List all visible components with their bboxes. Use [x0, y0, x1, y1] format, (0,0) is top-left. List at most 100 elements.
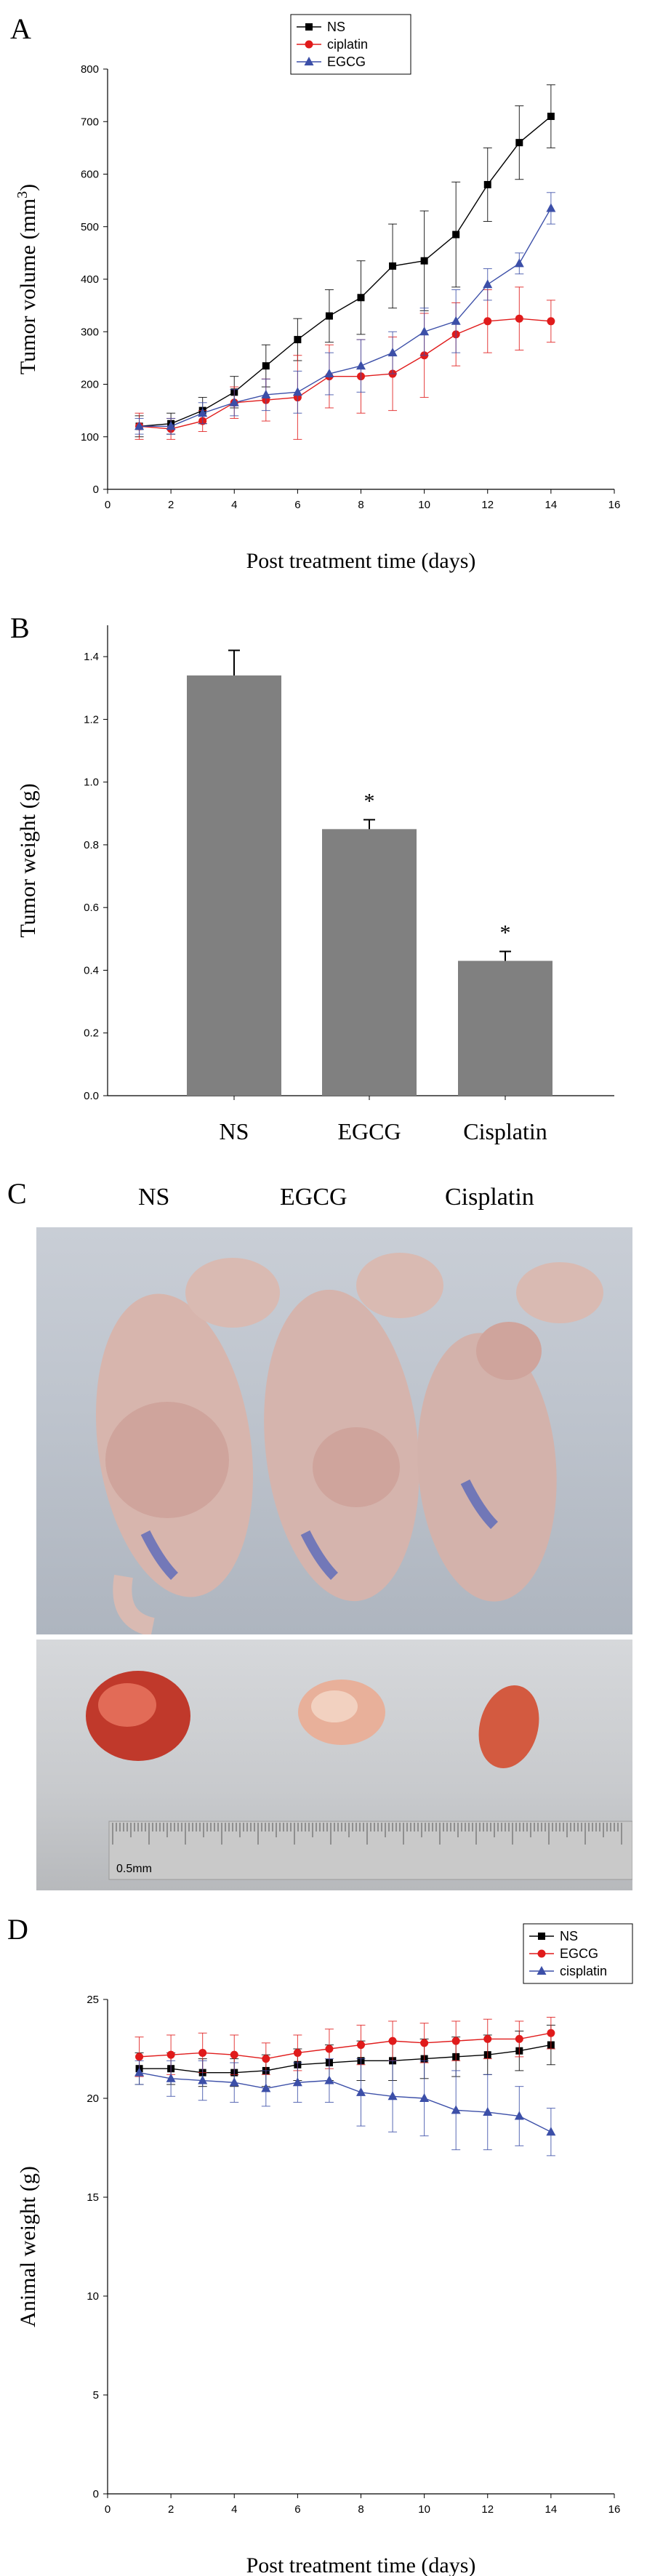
- x-tick-label: NS: [220, 1118, 249, 1144]
- data-point-cisplatin: [261, 2083, 271, 2093]
- legend-label: NS: [327, 20, 345, 34]
- x-tick-label: 8: [358, 499, 363, 511]
- data-point-EGCG: [324, 369, 334, 378]
- legend-marker: [537, 1966, 547, 1975]
- ruler-ticks: [112, 1823, 622, 1845]
- data-point-cisplatin: [198, 2075, 208, 2085]
- data-point-NS: [357, 294, 365, 302]
- y-tick-label: 500: [81, 221, 99, 233]
- data-point-cisplatin: [324, 2075, 334, 2085]
- data-point-EGCG: [229, 397, 239, 406]
- legend-label: NS: [560, 1929, 578, 1943]
- data-point-EGCG: [292, 387, 302, 396]
- y-tick-label: 1.4: [84, 651, 99, 663]
- y-tick-label: 15: [87, 2191, 99, 2204]
- y-axis-title-sup: 3: [15, 191, 31, 198]
- x-tick-label: 16: [608, 499, 621, 511]
- x-tick-label: 12: [481, 499, 494, 511]
- legend-marker: [305, 40, 313, 49]
- tumors-illustration: 0.5mm: [86, 1671, 632, 1880]
- bar-NS: [187, 675, 281, 1096]
- ruler-scale-label: 0.5mm: [116, 1863, 152, 1875]
- data-point-EGCG: [134, 421, 145, 430]
- y-axis-title: Tumor weight (g): [16, 783, 40, 937]
- mice-photo: [36, 1227, 632, 1634]
- data-point-ciplatin: [483, 317, 492, 326]
- y-axis-title: Animal weight (g): [16, 2166, 40, 2327]
- data-point-NS: [547, 113, 555, 121]
- legend-label: ciplatin: [327, 37, 368, 52]
- data-point-EGCG: [293, 2048, 302, 2057]
- x-tick-label: 8: [358, 2503, 363, 2516]
- y-axis-title-part: Tumor volume (mm: [16, 198, 40, 374]
- mice-illustration: [95, 1253, 603, 1634]
- y-tick-label: 0.0: [84, 1090, 99, 1102]
- data-point-EGCG: [198, 408, 208, 417]
- data-point-cisplatin: [134, 2067, 145, 2077]
- data-point-EGCG: [230, 2050, 238, 2059]
- y-tick-label: 0.2: [84, 1027, 99, 1040]
- data-point-EGCG: [514, 258, 524, 268]
- data-point-ciplatin: [547, 317, 555, 326]
- y-tick-label: 600: [81, 169, 99, 181]
- x-tick-label: 6: [294, 2503, 300, 2516]
- data-point-cisplatin: [451, 2105, 461, 2114]
- y-tick-label: 0.4: [84, 964, 99, 976]
- data-point-NS: [420, 257, 428, 265]
- data-point-EGCG: [547, 2029, 555, 2037]
- x-axis-title: Post treatment time (days): [246, 549, 476, 573]
- data-point-NS: [452, 230, 460, 238]
- panel-label-c: C: [7, 1177, 27, 1210]
- data-point-EGCG: [419, 326, 430, 336]
- data-point-EGCG: [451, 316, 461, 325]
- legend-marker: [537, 1949, 546, 1958]
- x-axis-title: Post treatment time (days): [246, 2553, 476, 2576]
- x-tick-label: 16: [608, 2503, 621, 2516]
- x-tick-label: 4: [231, 2503, 237, 2516]
- x-tick-label: 10: [418, 2503, 430, 2516]
- y-tick-label: 100: [81, 431, 99, 444]
- data-point-EGCG: [483, 279, 493, 289]
- y-tick-label: 400: [81, 273, 99, 286]
- y-tick-label: 200: [81, 379, 99, 391]
- data-point-cisplatin: [292, 2077, 302, 2087]
- y-tick-label: 0.6: [84, 902, 99, 914]
- series-line-NS: [139, 2044, 552, 2074]
- x-tick-label: 10: [418, 499, 430, 511]
- significance-marker: *: [364, 789, 375, 813]
- y-tick-label: 800: [81, 63, 99, 76]
- y-axis-title-part: ): [16, 184, 40, 191]
- photo-label-ns: NS: [138, 1184, 170, 1211]
- tumor-volume-chart: 0 100 200 300 400 500 600 700 800 0 2 4 6 8 10 12 14 16 Po…: [15, 14, 621, 573]
- data-point-NS: [483, 180, 491, 188]
- data-point-NS: [325, 312, 333, 320]
- series-line-NS: [139, 116, 552, 427]
- bar-EGCG: [322, 829, 417, 1096]
- data-point-EGCG: [357, 2041, 365, 2050]
- data-point-cisplatin: [229, 2077, 239, 2087]
- data-point-ciplatin: [515, 314, 523, 323]
- data-point-EGCG: [420, 2039, 429, 2047]
- data-point-EGCG: [356, 361, 366, 370]
- data-point-cisplatin: [387, 2091, 398, 2100]
- y-tick-label: 0.8: [84, 839, 99, 851]
- x-tick-label: 0: [105, 2503, 110, 2516]
- legend-marker: [304, 57, 314, 65]
- x-tick-label: 4: [231, 499, 237, 511]
- x-tick-label: EGCG: [337, 1118, 401, 1144]
- panel-label-a: A: [10, 12, 31, 45]
- data-point-cisplatin: [166, 2073, 176, 2082]
- series-line-EGCG: [139, 2032, 552, 2060]
- data-point-NS: [262, 362, 270, 370]
- panel-label-b: B: [10, 611, 30, 644]
- data-point-cisplatin: [483, 2107, 493, 2116]
- y-tick-label: 5: [93, 2389, 99, 2402]
- y-axis-title: Tumor volume (mm3): [15, 184, 40, 374]
- x-tick-label: 2: [168, 499, 174, 511]
- data-point-EGCG: [483, 2034, 492, 2043]
- data-point-EGCG: [135, 2053, 144, 2061]
- y-tick-label: 25: [87, 1994, 99, 2006]
- y-tick-label: 0: [93, 2488, 99, 2500]
- data-point-cisplatin: [356, 2087, 366, 2096]
- series-line-ciplatin: [139, 318, 551, 430]
